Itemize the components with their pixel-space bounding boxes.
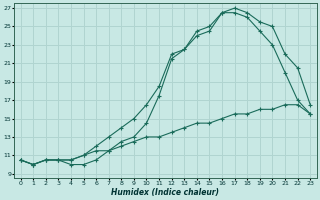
X-axis label: Humidex (Indice chaleur): Humidex (Indice chaleur) [111,188,220,197]
